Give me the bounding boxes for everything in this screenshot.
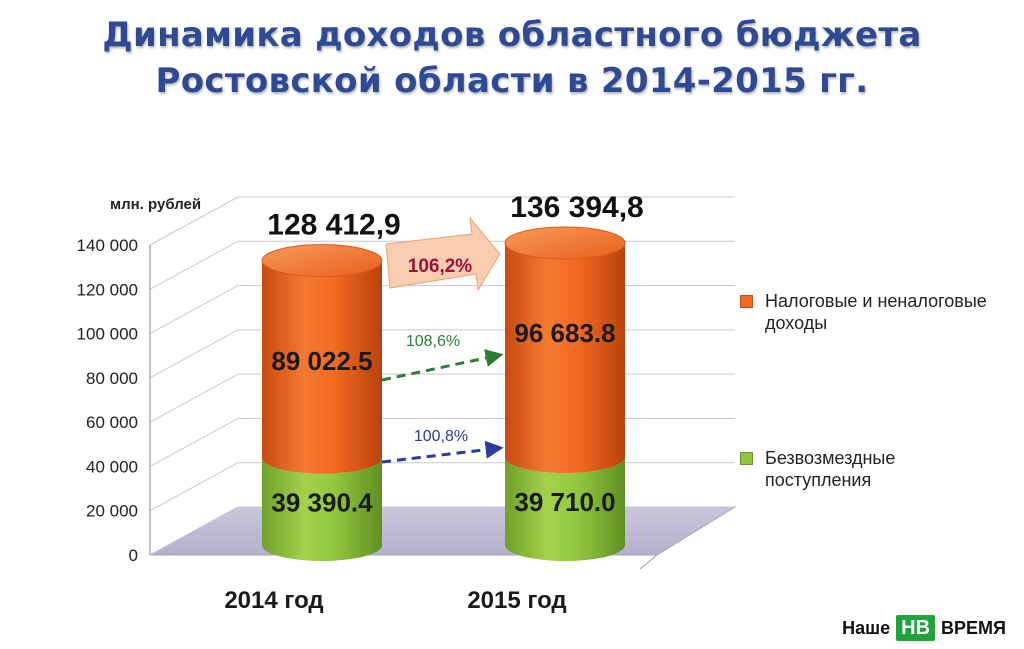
gridline-diagonal: [149, 329, 239, 379]
gridline-diagonal: [149, 196, 239, 246]
y-tick-label: 60 000: [86, 413, 138, 432]
legend-label-grant: Безвозмездные поступления: [765, 448, 896, 490]
data-label-total: 136 394,8: [510, 191, 643, 224]
legend-item-tax: Налоговые и неналоговые доходы: [740, 290, 1005, 334]
gridline-diagonal: [149, 285, 239, 335]
floor-edge: [639, 554, 658, 570]
bar-group-1: 39 710.0 96 683.8 136 394,8: [504, 191, 644, 561]
growth-annotations: 106,2% 108,6% 100,8%: [381, 216, 504, 464]
x-tick-label: 2015 год: [467, 587, 566, 614]
grant-growth-arrow: [381, 440, 504, 464]
tax-growth-arrow: [381, 349, 504, 382]
gridline-diagonal: [149, 462, 239, 512]
y-tick-label: 80 000: [86, 369, 138, 388]
y-axis-label: млн. рублей: [110, 196, 201, 213]
data-label-total: 128 412,9: [267, 209, 400, 242]
logo-mark: НВ: [896, 615, 936, 641]
legend-swatch-tax: [740, 295, 753, 308]
data-label-tax: 96 683.8: [514, 318, 615, 348]
y-tick-label: 100 000: [77, 325, 138, 344]
gridline-diagonal: [149, 240, 239, 290]
y-tick-label: 140 000: [77, 236, 138, 255]
y-tick-label: 0: [129, 546, 138, 565]
logo-left-text: Наше: [842, 617, 891, 638]
gridline-diagonal: [149, 373, 239, 423]
x-tick-label: 2014 год: [224, 587, 323, 614]
legend-swatch-grant: [740, 452, 753, 465]
bar-segment-grant: [262, 457, 382, 561]
bar-segment-grant: [505, 457, 625, 561]
bar-segment-tax: [505, 242, 625, 474]
y-tick-label: 20 000: [86, 502, 138, 521]
legend-item-grant: Безвозмездные поступления: [740, 447, 1005, 491]
gridline-diagonal: [149, 506, 239, 556]
y-axis: 0 20 000 40 000 60 000 80 000 100 000 120 000 1…: [77, 236, 151, 565]
bar-group-0: 39 390.4 89 022.5 128 412,9: [261, 209, 401, 561]
tax-growth-label: 108,6%: [406, 333, 460, 350]
data-label-tax: 89 022.5: [271, 346, 372, 376]
chart-title-line-1: Динамика доходов областного бюджета: [102, 15, 922, 55]
bar-top-cap: [504, 226, 626, 260]
chart-floor: [149, 506, 737, 556]
grant-growth-label: 100,8%: [414, 428, 468, 445]
y-tick-label: 120 000: [77, 280, 138, 299]
legend-label-tax: Налоговые и неналоговые доходы: [765, 291, 987, 333]
chart-title-line-2: Ростовской области в 2014-2015 гг.: [155, 61, 869, 101]
x-axis-ticks: 2014 год 2015 год: [224, 587, 566, 614]
bar-segment-tax: [262, 260, 382, 474]
chart-title: Динамика доходов областного бюджета Рост…: [0, 12, 1024, 104]
bar-top-cap: [261, 244, 383, 278]
total-growth-label: 106,2%: [408, 256, 473, 277]
data-label-grant: 39 710.0: [514, 487, 615, 517]
y-tick-label: 40 000: [86, 457, 138, 476]
logo-right-text: ВРЕМЯ: [941, 617, 1006, 638]
data-label-grant: 39 390.4: [271, 487, 373, 517]
gridline-diagonal: [149, 417, 239, 467]
publisher-logo: Наше НВ ВРЕМЯ: [842, 615, 1006, 641]
total-growth-arrow: [385, 216, 501, 292]
bars: 39 390.4 89 022.5 128 412,9 39 710.0 96 683.…: [261, 191, 644, 561]
